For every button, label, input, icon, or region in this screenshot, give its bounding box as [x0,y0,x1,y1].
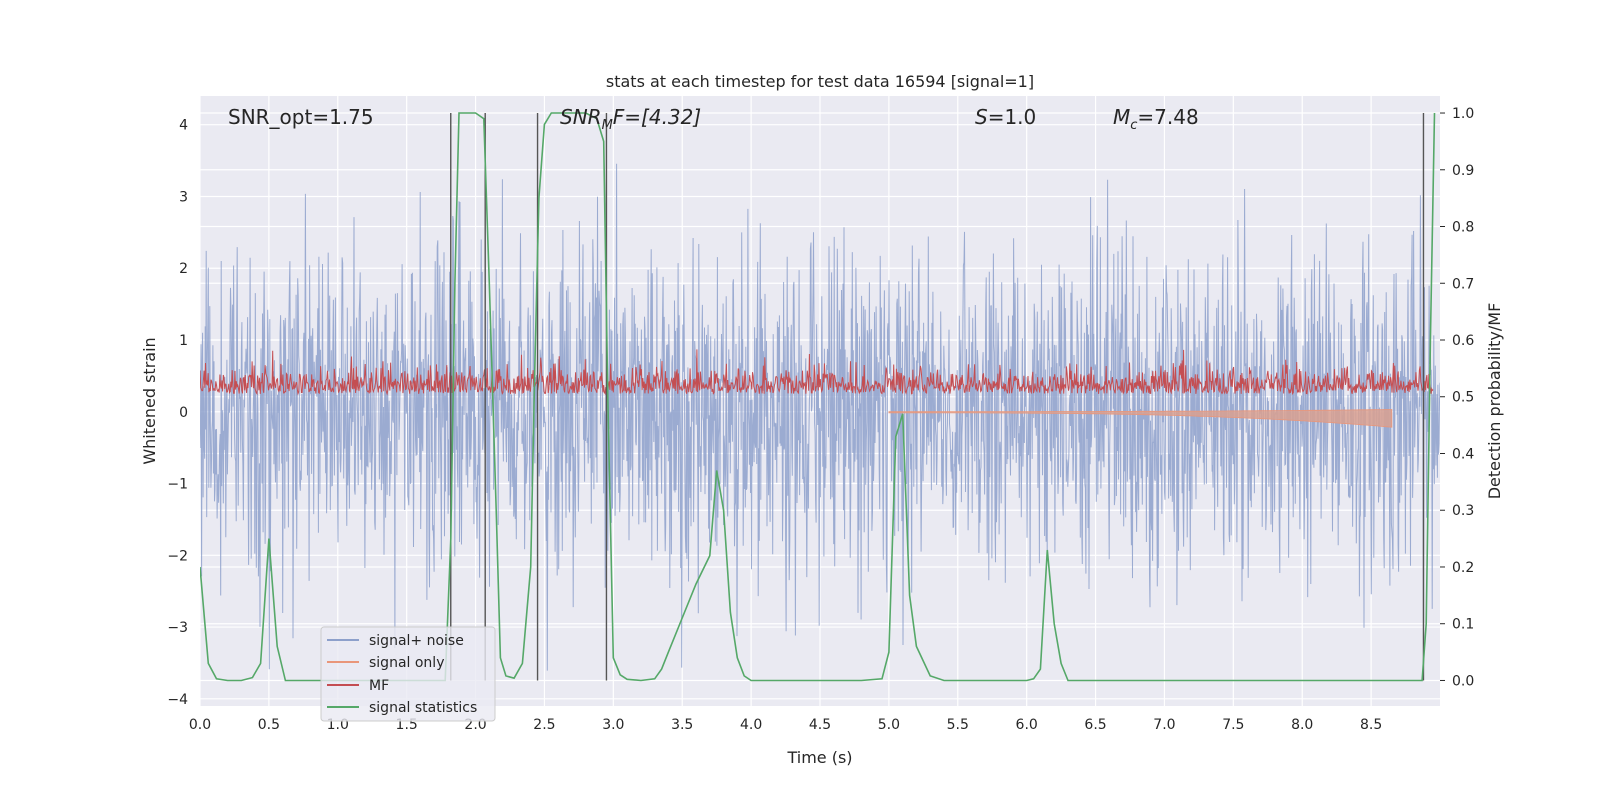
x-tick-label: 2.5 [533,717,555,733]
mf-series [200,349,1434,396]
x-tick-label: 5.5 [947,717,969,733]
y-tick-labels: 4 3 2 1 0 −1 −2 −3 −4 [167,118,188,708]
y-tick-label: 1 [179,333,188,349]
legend-label-stat: signal statistics [369,700,477,716]
mc-base: M [1113,105,1130,129]
x-tick-label: 4.5 [809,717,831,733]
s-rest: =1.0 [988,105,1037,129]
x-tick-label: 6.0 [1016,717,1038,733]
y2-tick-labels: 1.0 0.9 0.8 0.7 0.6 0.5 0.4 0.3 0.2 0.1 0.0 [1440,106,1474,689]
x-tick-label: 6.5 [1084,717,1106,733]
y2-tick-label: 0.2 [1452,560,1474,576]
x-tick-label: 3.0 [602,717,624,733]
annotation-s: S=1.0 [975,105,1036,129]
x-tick-label: 8.0 [1291,717,1313,733]
snr-mf-base: SNR [560,105,602,129]
y2-tick-label: 1.0 [1452,106,1474,122]
y-tick-label: 2 [179,261,188,277]
y-tick-label: −4 [167,692,188,708]
x-tick-label: 5.0 [878,717,900,733]
annotation-mc: Mc=7.48 [1113,105,1199,133]
y-tick-label: −1 [167,477,188,493]
y2-tick-label: 0.8 [1452,220,1474,236]
y-tick-label: 3 [179,189,188,205]
signal-noise-series [200,163,1440,671]
legend-label-noise: signal+ noise [369,633,464,649]
y2-tick-label: 0.5 [1452,390,1474,406]
y-tick-label: 0 [179,405,188,421]
y2-tick-label: 0.3 [1452,503,1474,519]
chart-title: stats at each timestep for test data 165… [606,72,1034,91]
y2-tick-label: 0.7 [1452,276,1474,292]
y2-tick-label: 0.4 [1452,446,1474,462]
y-tick-label: −2 [167,548,188,564]
mc-rest: =7.48 [1137,105,1198,129]
snr-mf-rest: F=[4.32] [613,105,701,129]
y-axis-label: Whitened strain [140,337,159,464]
y2-tick-label: 0.0 [1452,673,1474,689]
x-tick-label: 4.0 [740,717,762,733]
x-tick-label: 7.0 [1153,717,1175,733]
legend: signal+ noise signal only MF signal stat… [320,626,496,722]
y-tick-label: 4 [179,118,188,134]
y2-tick-label: 0.9 [1452,163,1474,179]
y2-tick-label: 0.1 [1452,617,1474,633]
x-tick-label: 7.5 [1222,717,1244,733]
y2-tick-label: 0.6 [1452,333,1474,349]
s-base: S [975,105,988,129]
snr-mf-sub: M [602,118,613,133]
x-tick-label: 8.5 [1360,717,1382,733]
annotation-snr-opt: SNR_opt=1.75 [228,105,374,129]
y2-axis-label: Detection probability/MF [1485,303,1504,500]
legend-box [320,626,496,722]
vertical-markers [450,113,1425,681]
x-axis-label: Time (s) [786,748,852,767]
legend-label-signal: signal only [369,655,444,671]
legend-label-mf: MF [369,678,389,694]
x-tick-label: 0.5 [258,717,280,733]
x-tick-label: 3.5 [671,717,693,733]
annotation-snr-mf: SNRMF=[4.32] [560,105,701,133]
x-tick-label: 0.0 [189,717,211,733]
y-tick-label: −3 [167,620,188,636]
mc-sub: c [1130,118,1137,133]
signal-only-series [888,409,1393,428]
